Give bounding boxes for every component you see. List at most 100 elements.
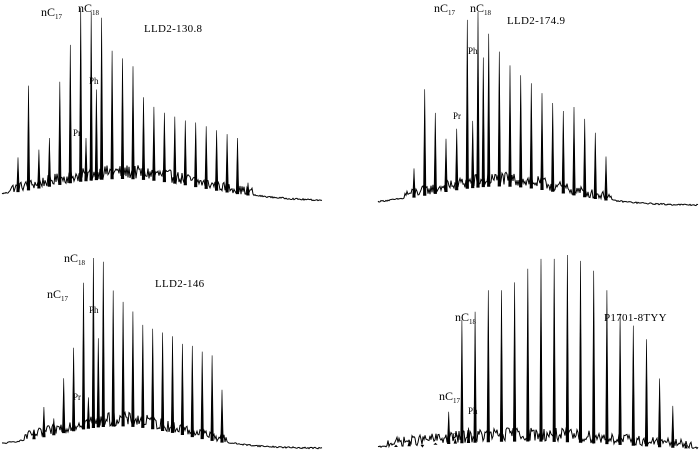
peak-nc23 (141, 97, 146, 180)
peak-pr (453, 438, 458, 444)
peak-nc30 (618, 313, 622, 445)
peak-label-pr: Pr (73, 128, 81, 138)
peak-nc14 (47, 137, 52, 187)
peak-pr (86, 397, 91, 429)
peak-group (32, 257, 224, 443)
peak-nc23 (141, 324, 145, 428)
peak-label-nc17: nC17 (439, 389, 461, 405)
peak-nc19 (473, 311, 477, 443)
peak-nc27 (578, 260, 583, 443)
chart-title: P1701-8TYY (604, 312, 667, 324)
peak-label-ph: Ph (468, 46, 478, 56)
chromatogram-panel-lld2-146: LLD2-146 nC17 nC18 Pr Ph (1, 251, 323, 450)
peak-nc29 (593, 132, 597, 199)
peak-nc27 (183, 120, 187, 186)
peak-nc21 (508, 65, 512, 187)
peak-nc27 (180, 343, 185, 435)
peak-label-ph: Ph (468, 406, 478, 416)
peak-nc27 (572, 106, 576, 196)
peak-label-nc17: nC17 (47, 287, 69, 303)
chart-title: LLD2-146 (155, 278, 205, 290)
chart-title: LLD2-174.9 (507, 15, 565, 27)
peak-nc13 (394, 444, 398, 447)
peak-nc20 (111, 290, 115, 427)
peak-nc21 (120, 58, 125, 179)
peak-label-nc17: nC17 (41, 5, 63, 21)
peak-nc26 (170, 336, 175, 433)
peak-nc20 (486, 290, 490, 443)
peak-nc29 (204, 126, 208, 189)
peak-ph (481, 57, 485, 188)
peak-nc26 (565, 254, 570, 443)
peak-nc29 (200, 351, 204, 440)
peak-nc18 (460, 319, 464, 444)
peak-nc18 (91, 257, 96, 428)
peak-nc22 (131, 66, 135, 180)
peak-nc16 (68, 44, 72, 184)
peak-nc26 (561, 110, 565, 194)
peak-label-nc18: nC18 (78, 1, 100, 17)
peak-nc15 (444, 138, 448, 192)
peak-label-nc18: nC18 (470, 1, 492, 17)
peak-nc31 (631, 325, 635, 446)
peak-nc20 (497, 51, 501, 187)
peak-nc30 (210, 355, 214, 441)
peak-nc17 (447, 411, 451, 444)
peak-nc32 (644, 339, 649, 447)
peak-nc16 (71, 347, 76, 432)
peak-nc16 (455, 128, 459, 191)
peak-nc13 (42, 406, 46, 438)
peak-nc24 (152, 106, 156, 181)
peak-nc28 (194, 122, 198, 188)
peak-ph (466, 427, 471, 443)
peak-nc15 (58, 81, 62, 185)
peak-nc15 (420, 444, 425, 448)
peak-nc23 (529, 83, 533, 189)
peak-nc19 (487, 33, 491, 187)
peak-nc19 (101, 261, 105, 427)
peak-nc18 (89, 11, 93, 181)
chart-title: LLD2-130.8 (144, 23, 202, 35)
peak-group (412, 11, 608, 201)
peak-nc22 (519, 75, 523, 188)
peak-nc22 (512, 282, 517, 442)
peak-nc25 (162, 112, 167, 183)
peak-nc14 (433, 112, 437, 194)
peak-nc29 (605, 290, 609, 445)
peak-nc26 (173, 116, 177, 184)
peak-nc31 (225, 134, 229, 193)
peak-label-pr: Pr (73, 392, 81, 402)
peak-nc23 (526, 268, 530, 442)
peak-nc16 (433, 442, 438, 445)
peak-nc30 (604, 156, 608, 201)
peak-nc15 (62, 378, 66, 434)
peak-nc24 (540, 93, 544, 190)
peak-nc14 (407, 440, 411, 447)
peak-nc19 (99, 17, 104, 180)
peak-nc32 (235, 137, 240, 195)
peak-nc21 (121, 301, 125, 427)
chromatogram-panel-p1701-8tyy: P1701-8TYY nC17 nC18 Pr Ph (377, 254, 699, 450)
peak-nc11 (16, 157, 20, 193)
peak-nc12 (26, 85, 31, 191)
peak-nc25 (551, 102, 555, 192)
series-line (377, 426, 699, 450)
series-line (1, 165, 323, 202)
peak-nc28 (583, 118, 587, 198)
peak-label-nc17: nC17 (434, 1, 456, 17)
peak-nc28 (190, 345, 194, 438)
peak-nc22 (131, 311, 135, 427)
peak-nc14 (52, 418, 56, 436)
peak-group (16, 7, 250, 196)
peak-nc21 (499, 290, 504, 442)
peak-nc17 (465, 19, 469, 189)
peak-nc17 (81, 282, 86, 430)
peak-pr (84, 137, 88, 182)
peak-nc18 (476, 11, 480, 188)
peak-nc24 (151, 328, 155, 430)
peak-nc12 (412, 168, 416, 198)
peak-nc33 (657, 378, 662, 448)
peak-label-nc18: nC18 (64, 251, 86, 267)
chromatogram-panel-lld2-130-8: LLD2-130.8 nC17 nC18 Pr Ph (1, 1, 323, 202)
